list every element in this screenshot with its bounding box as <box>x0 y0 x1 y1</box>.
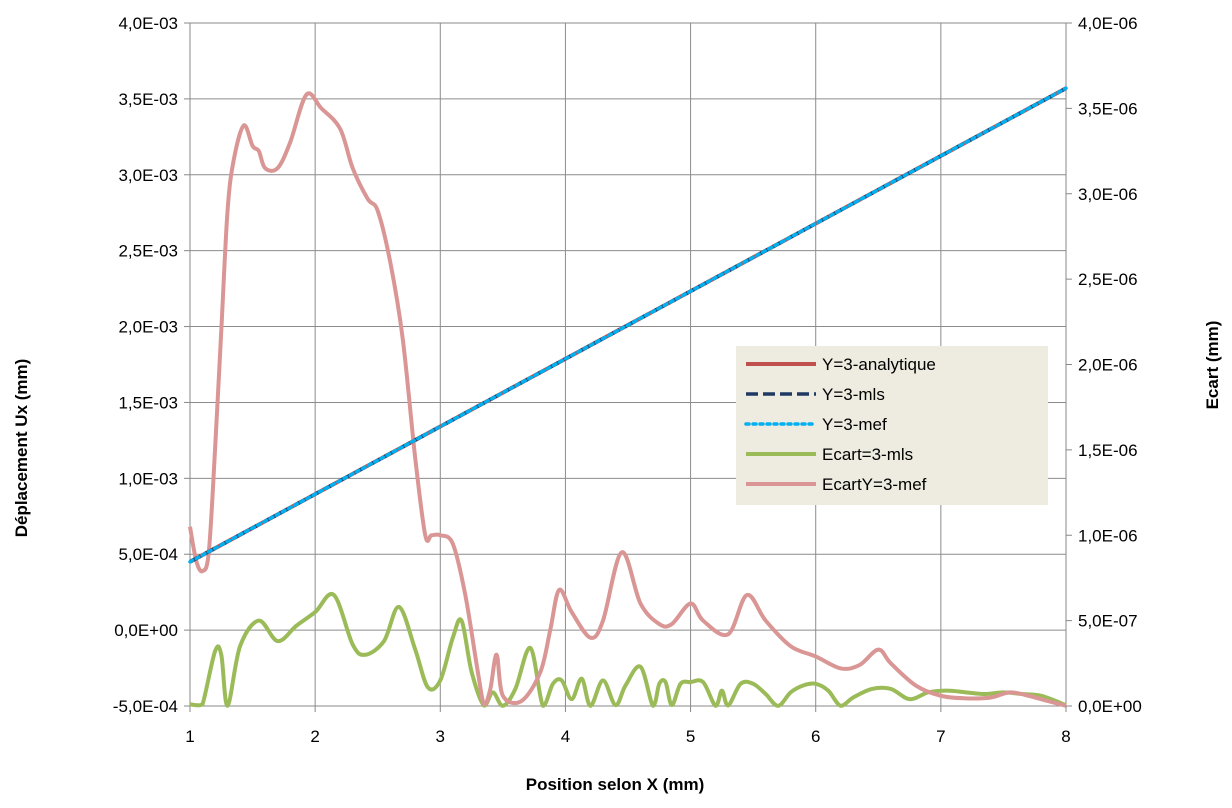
legend: Y=3-analytique Y=3-mls Y=3-mef Ecart=3-mls E… <box>736 346 1048 505</box>
y-axis-title: Déplacement Ux (mm) <box>12 359 31 538</box>
y2-tick-label: 2,5E-06 <box>1078 270 1138 289</box>
legend-label: Ecart=3-mls <box>822 445 913 464</box>
legend-label: EcartY=3-mef <box>822 475 927 494</box>
x-tick-label: 1 <box>185 727 194 746</box>
y2-axis-title: Ecart (mm) <box>1203 321 1222 410</box>
y-tick-label: 1,5E-03 <box>118 393 178 412</box>
tick-labels: 1 2 3 4 5 6 7 8 -5,0E-04 0,0E+00 5,0E-04 1,0E-03 1,5… <box>113 14 1142 746</box>
x-tick-label: 2 <box>310 727 319 746</box>
y2-tick-label: 3,0E-06 <box>1078 185 1138 204</box>
x-tick-label: 3 <box>436 727 445 746</box>
y2-tick-label: 1,5E-06 <box>1078 441 1138 460</box>
y-tick-label: 3,0E-03 <box>118 166 178 185</box>
y-tick-label: 2,5E-03 <box>118 242 178 261</box>
y-tick-label: 5,0E-04 <box>118 545 178 564</box>
x-tick-label: 8 <box>1061 727 1070 746</box>
series-layer <box>188 86 1068 708</box>
y-tick-label: 1,0E-03 <box>118 469 178 488</box>
series-line-ecart-3-mls <box>189 591 1067 708</box>
y-tick-label: -5,0E-04 <box>113 697 178 716</box>
legend-label: Y=3-analytique <box>822 355 936 374</box>
x-tick-label: 6 <box>811 727 820 746</box>
y2-tick-label: 2,0E-06 <box>1078 356 1138 375</box>
legend-label: Y=3-mls <box>822 385 885 404</box>
legend-label: Y=3-mef <box>822 415 887 434</box>
y2-tick-label: 4,0E-06 <box>1078 14 1138 33</box>
x-tick-label: 4 <box>561 727 570 746</box>
y-tick-label: 4,0E-03 <box>118 14 178 33</box>
series-line-ecarty-3-mef <box>188 91 1067 708</box>
x-tick-label: 5 <box>686 727 695 746</box>
x-tick-label: 7 <box>936 727 945 746</box>
y-tick-label: 2,0E-03 <box>118 318 178 337</box>
y-tick-label: 3,5E-03 <box>118 90 178 109</box>
y2-tick-label: 0,0E+00 <box>1078 697 1142 716</box>
x-axis-title: Position selon X (mm) <box>526 775 705 794</box>
y2-tick-label: 3,5E-06 <box>1078 99 1138 118</box>
y2-tick-label: 5,0E-07 <box>1078 612 1138 631</box>
series-line-y-3-mef <box>188 86 1068 564</box>
y-tick-label: 0,0E+00 <box>114 621 178 640</box>
y2-tick-label: 1,0E-06 <box>1078 526 1138 545</box>
